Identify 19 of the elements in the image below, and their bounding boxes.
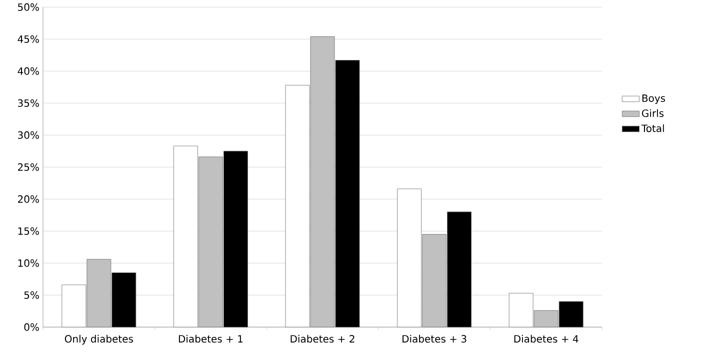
y-tick-label: 45% bbox=[18, 35, 39, 43]
x-tick-label: Only diabetes bbox=[64, 334, 133, 345]
y-tick-label: 35% bbox=[18, 99, 39, 107]
y-tick-label: 0% bbox=[24, 323, 39, 331]
y-tick-label: 30% bbox=[18, 131, 39, 139]
y-tick-label: 25% bbox=[18, 163, 39, 171]
x-tick-label: Diabetes + 4 bbox=[514, 334, 578, 343]
legend-label: Girls bbox=[642, 109, 664, 117]
y-tick-label: 40% bbox=[18, 67, 39, 75]
legend-label: Boys bbox=[642, 94, 666, 104]
y-tick-label: 20% bbox=[18, 195, 39, 203]
x-tick-label: Diabetes + 1 bbox=[178, 334, 243, 343]
y-tick-label: 5% bbox=[24, 291, 39, 299]
legend-label: Total bbox=[641, 124, 664, 132]
x-tick-label: Diabetes + 2 bbox=[290, 334, 354, 343]
x-tick-label: Diabetes + 3 bbox=[402, 334, 466, 343]
y-tick-label: 15% bbox=[18, 227, 39, 235]
y-tick-label: 50% bbox=[18, 3, 39, 11]
y-tick-label: 10% bbox=[18, 259, 39, 267]
